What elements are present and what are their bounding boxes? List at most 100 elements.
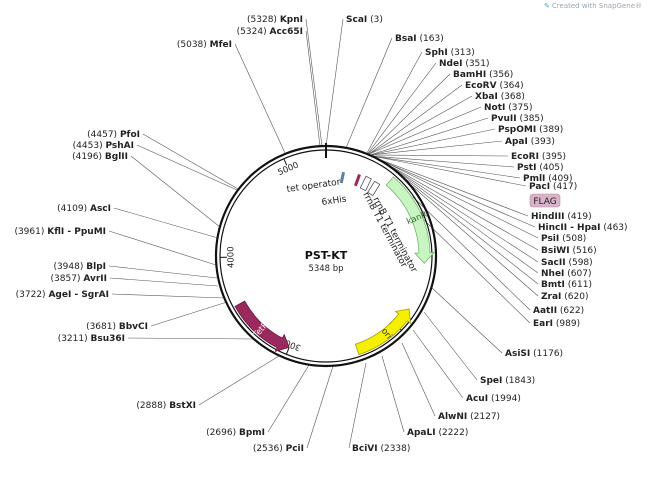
site-name: NdeI bbox=[439, 59, 462, 69]
site-name: PciI bbox=[286, 444, 304, 454]
site-position: (5328) bbox=[247, 15, 277, 25]
site-leader-line bbox=[370, 154, 509, 157]
restriction-site-label: BsiWI (516) bbox=[541, 246, 597, 256]
site-name: BpmI bbox=[239, 428, 265, 438]
site-position: (375) bbox=[508, 103, 532, 113]
site-name: ApaLI bbox=[407, 428, 436, 438]
site-leader-line bbox=[387, 164, 539, 285]
site-leader-line bbox=[386, 163, 539, 263]
site-leader-line bbox=[370, 155, 521, 179]
restriction-site-label: ZraI (620) bbox=[541, 292, 588, 302]
site-name: ZraI bbox=[541, 292, 561, 302]
site-name: EcoRI bbox=[511, 152, 539, 162]
site-name: BciVI bbox=[352, 444, 378, 454]
site-position: (463) bbox=[603, 223, 627, 233]
restriction-site-label: (3961) KflI - PpuMI bbox=[14, 227, 106, 237]
site-position: (393) bbox=[531, 137, 555, 147]
site-leader-line bbox=[369, 128, 496, 156]
restriction-site-label: (3722) AgeI - SgrAI bbox=[16, 290, 109, 300]
ori-feature-arrow bbox=[354, 308, 411, 356]
restriction-site-label: (3211) Bsu36I bbox=[58, 334, 125, 344]
site-name: BsiWI bbox=[541, 246, 570, 256]
site-position: (351) bbox=[465, 59, 489, 69]
restriction-site-label: BciVI (2338) bbox=[352, 444, 410, 454]
restriction-site-label: (2536) PciI bbox=[253, 444, 304, 454]
site-leader-line bbox=[412, 196, 531, 311]
restriction-site-label: BsaI (163) bbox=[395, 34, 444, 44]
flag-label: FLAG bbox=[533, 197, 556, 207]
snapgene-watermark: ✎ Created with SnapGene® bbox=[544, 2, 642, 10]
restriction-site-label: AatII (622) bbox=[533, 306, 584, 316]
site-position: (313) bbox=[451, 48, 475, 58]
site-leader-line bbox=[108, 230, 217, 266]
restriction-site-label: PstI (405) bbox=[517, 163, 564, 173]
site-name: PacI bbox=[529, 182, 550, 192]
site-name: AscI bbox=[90, 204, 111, 214]
site-name: XbaI bbox=[475, 92, 498, 102]
tick-mark bbox=[285, 347, 290, 355]
site-position: (3681) bbox=[86, 322, 116, 332]
site-leader-line bbox=[306, 365, 334, 449]
restriction-site-label: PvuII (385) bbox=[491, 114, 544, 124]
site-name: Bsu36I bbox=[91, 334, 126, 344]
site-leader-line bbox=[348, 362, 367, 449]
flag-badge-box bbox=[529, 193, 561, 208]
site-name: KflI - PpuMI bbox=[47, 227, 106, 237]
restriction-site-label: (4109) AscI bbox=[57, 204, 111, 214]
site-position: (620) bbox=[564, 292, 588, 302]
plasmid-name: PST-KT bbox=[305, 249, 348, 262]
site-position: (395) bbox=[542, 152, 566, 162]
site-leader-line bbox=[142, 133, 239, 190]
site-name: EarI bbox=[533, 319, 553, 329]
restriction-site-label: ScaI (3) bbox=[346, 15, 383, 25]
site-position: (4453) bbox=[73, 141, 103, 151]
site-position: (419) bbox=[567, 212, 591, 222]
site-position: (607) bbox=[567, 269, 591, 279]
site-name: BsaI bbox=[395, 34, 417, 44]
site-name: BamHI bbox=[453, 70, 486, 80]
restriction-site-label: AlwNI (2127) bbox=[438, 412, 500, 422]
site-position: (2888) bbox=[136, 401, 166, 411]
restriction-site-label: NdeI (351) bbox=[439, 59, 490, 69]
site-name: AcuI bbox=[466, 394, 488, 404]
site-name: AvrII bbox=[83, 274, 107, 284]
site-position: (4457) bbox=[87, 130, 117, 140]
tetr-feature-arrow bbox=[234, 300, 290, 353]
site-leader-line bbox=[375, 157, 529, 217]
site-position: (2127) bbox=[470, 412, 500, 422]
site-leader-line bbox=[422, 218, 531, 324]
site-name: HincII - HpaI bbox=[538, 223, 600, 233]
restriction-site-label: ApaI (393) bbox=[505, 137, 555, 147]
site-leader-line bbox=[379, 159, 536, 228]
site-position: (5324) bbox=[237, 27, 267, 37]
site-leader-line bbox=[267, 364, 310, 433]
site-position: (3857) bbox=[51, 274, 81, 284]
site-position: (4109) bbox=[57, 204, 87, 214]
site-name: PsiI bbox=[541, 234, 559, 244]
site-leader-line bbox=[371, 155, 527, 187]
site-leader-line bbox=[380, 159, 539, 239]
site-position: (405) bbox=[539, 163, 563, 173]
site-leader-line bbox=[367, 73, 451, 155]
site-leader-line bbox=[368, 95, 473, 155]
site-position: (364) bbox=[499, 81, 523, 91]
tet-operator-label: tet operator bbox=[286, 177, 341, 194]
site-name: SpeI bbox=[480, 376, 502, 386]
site-name: SacII bbox=[541, 258, 566, 268]
site-position: (409) bbox=[548, 174, 572, 184]
restriction-site-label: (3681) BbvCI bbox=[86, 322, 148, 332]
site-leader-line bbox=[368, 106, 482, 155]
site-position: (163) bbox=[420, 34, 444, 44]
site-leader-line bbox=[108, 265, 218, 279]
site-position: (989) bbox=[556, 319, 580, 329]
restriction-site-label: PmlI (409) bbox=[523, 174, 573, 184]
site-position: (5038) bbox=[177, 40, 207, 50]
restriction-site-label: SphI (313) bbox=[425, 48, 475, 58]
site-name: KpnI bbox=[280, 15, 303, 25]
site-leader-line bbox=[412, 329, 464, 399]
site-name: NheI bbox=[541, 269, 564, 279]
site-leader-line bbox=[431, 287, 503, 354]
restriction-site-label: HincII - HpaI (463) bbox=[538, 223, 628, 233]
